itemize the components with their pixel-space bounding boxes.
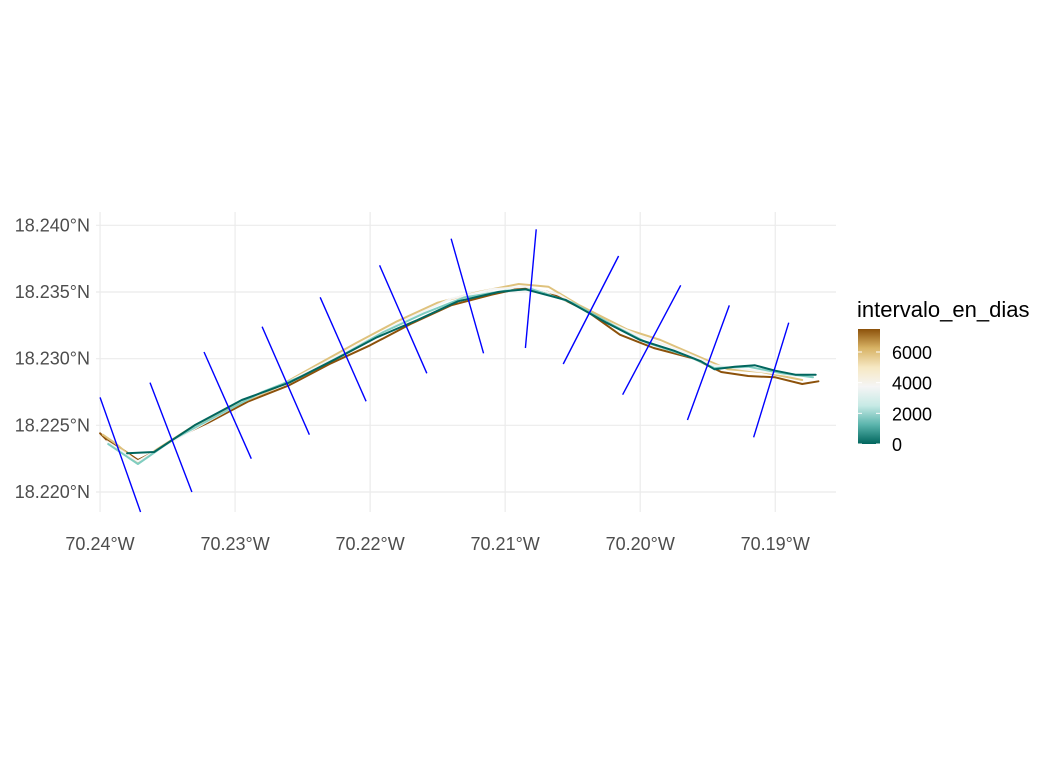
legend-colorbar [858, 329, 880, 444]
legend-title: intervalo_en_dias [857, 297, 1029, 322]
transect-3 [203, 351, 252, 459]
y-tick-label: 18.235°N [15, 282, 90, 302]
y-tick-label: 18.220°N [15, 482, 90, 502]
transect-6 [378, 265, 428, 374]
shoreline-500 [126, 288, 817, 455]
transects [99, 229, 790, 513]
x-tick-label: 70.24°W [65, 534, 134, 554]
transect-8 [524, 229, 537, 349]
x-tick-label: 70.20°W [606, 534, 675, 554]
x-axis-ticks: 70.24°W 70.23°W 70.22°W 70.21°W 70.20°W 70.19… [65, 534, 809, 554]
x-tick-label: 70.22°W [336, 534, 405, 554]
shoreline-5500 [101, 283, 804, 464]
shorelines [99, 283, 820, 465]
transect-10 [622, 285, 682, 395]
transect-2 [149, 382, 193, 493]
legend-ticks: 0 2000 4000 6000 [858, 343, 932, 455]
x-tick-label: 70.23°W [200, 534, 269, 554]
y-tick-label: 18.230°N [15, 349, 90, 369]
shoreline-7000 [99, 287, 820, 461]
transect-7 [450, 238, 485, 354]
grid [96, 212, 836, 512]
y-tick-label: 18.240°N [15, 215, 90, 235]
legend: intervalo_en_dias 0 2000 4000 6000 [857, 297, 1029, 455]
legend-tick-label: 4000 [892, 374, 932, 394]
transect-11 [686, 305, 730, 421]
x-tick-label: 70.21°W [471, 534, 540, 554]
transect-5 [319, 297, 367, 402]
transect-9 [562, 255, 620, 365]
legend-tick-label: 0 [892, 435, 902, 455]
legend-tick-label: 6000 [892, 343, 932, 363]
y-tick-label: 18.225°N [15, 415, 90, 435]
shoreline-2500 [107, 288, 814, 465]
transect-12 [752, 322, 790, 438]
x-tick-label: 70.19°W [741, 534, 810, 554]
shoreline-4500 [105, 285, 797, 463]
legend-tick-label: 2000 [892, 404, 932, 424]
y-axis-ticks: 18.220°N 18.225°N 18.230°N 18.235°N 18.240°N [15, 215, 90, 502]
transect-1 [99, 397, 142, 513]
transect-4 [261, 326, 310, 435]
